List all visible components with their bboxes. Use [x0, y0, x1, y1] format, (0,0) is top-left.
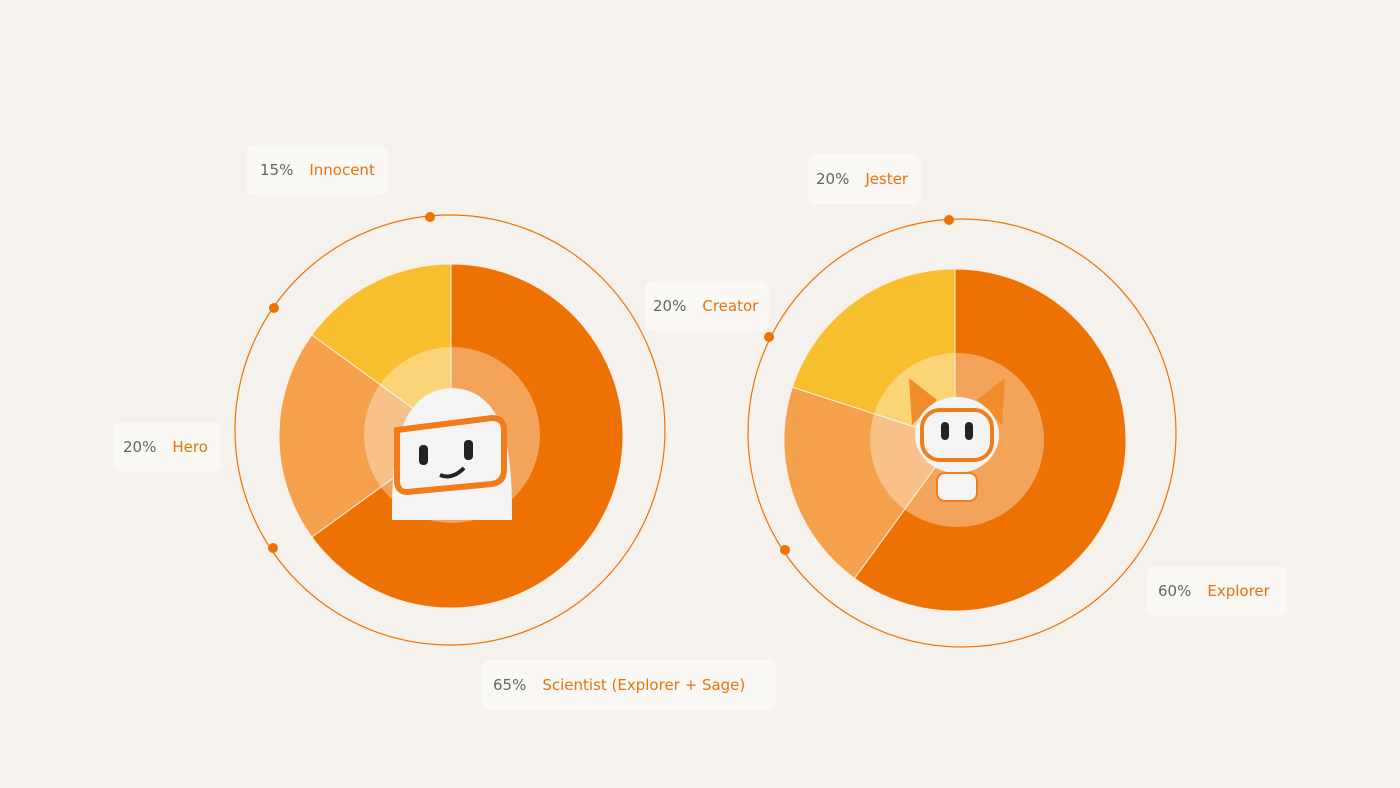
percent: 60%: [1158, 582, 1192, 600]
pie-slice: [783, 386, 956, 580]
dot: [269, 303, 279, 313]
pie-slice: [311, 263, 452, 437]
mouth: [439, 466, 466, 479]
percent: 20%: [653, 297, 687, 315]
category: Creator: [702, 297, 759, 315]
label-box: 20% Jester: [808, 154, 921, 204]
dot: [764, 332, 774, 342]
percent: 65%: [493, 676, 527, 694]
ring: [234, 214, 666, 646]
ears: [909, 378, 1005, 425]
dot: [425, 212, 435, 222]
eye: [464, 440, 473, 460]
eye: [965, 422, 973, 440]
dot: [268, 543, 278, 553]
dot: [780, 545, 790, 555]
dot: [944, 215, 954, 225]
percent: 20%: [123, 438, 157, 456]
visor: [394, 414, 507, 496]
percent: 20%: [816, 170, 850, 188]
category: Hero: [172, 438, 208, 456]
category: Explorer: [1207, 582, 1270, 600]
head: [915, 397, 999, 473]
label-box: 60% Explorer: [1147, 566, 1287, 616]
pie-slice: [278, 334, 452, 538]
body: [936, 472, 978, 502]
label-box: 20% Creator: [645, 281, 769, 331]
label-box: 20% Hero: [114, 422, 220, 472]
category: Scientist (Explorer + Sage): [542, 676, 746, 694]
percent: 15%: [260, 161, 294, 179]
ring: [747, 218, 1177, 648]
category: Innocent: [309, 161, 375, 179]
visor: [920, 408, 994, 462]
outer-rings: [234, 214, 1177, 648]
eye: [941, 422, 949, 440]
mascot: [392, 388, 512, 520]
label-box: 65% Scientist (Explorer + Sage): [482, 660, 776, 710]
category: Jester: [865, 170, 909, 188]
ring-dots: [268, 212, 954, 555]
eye: [419, 445, 428, 465]
label-box: 15% Innocent: [246, 145, 388, 195]
mascot: [909, 378, 1005, 502]
